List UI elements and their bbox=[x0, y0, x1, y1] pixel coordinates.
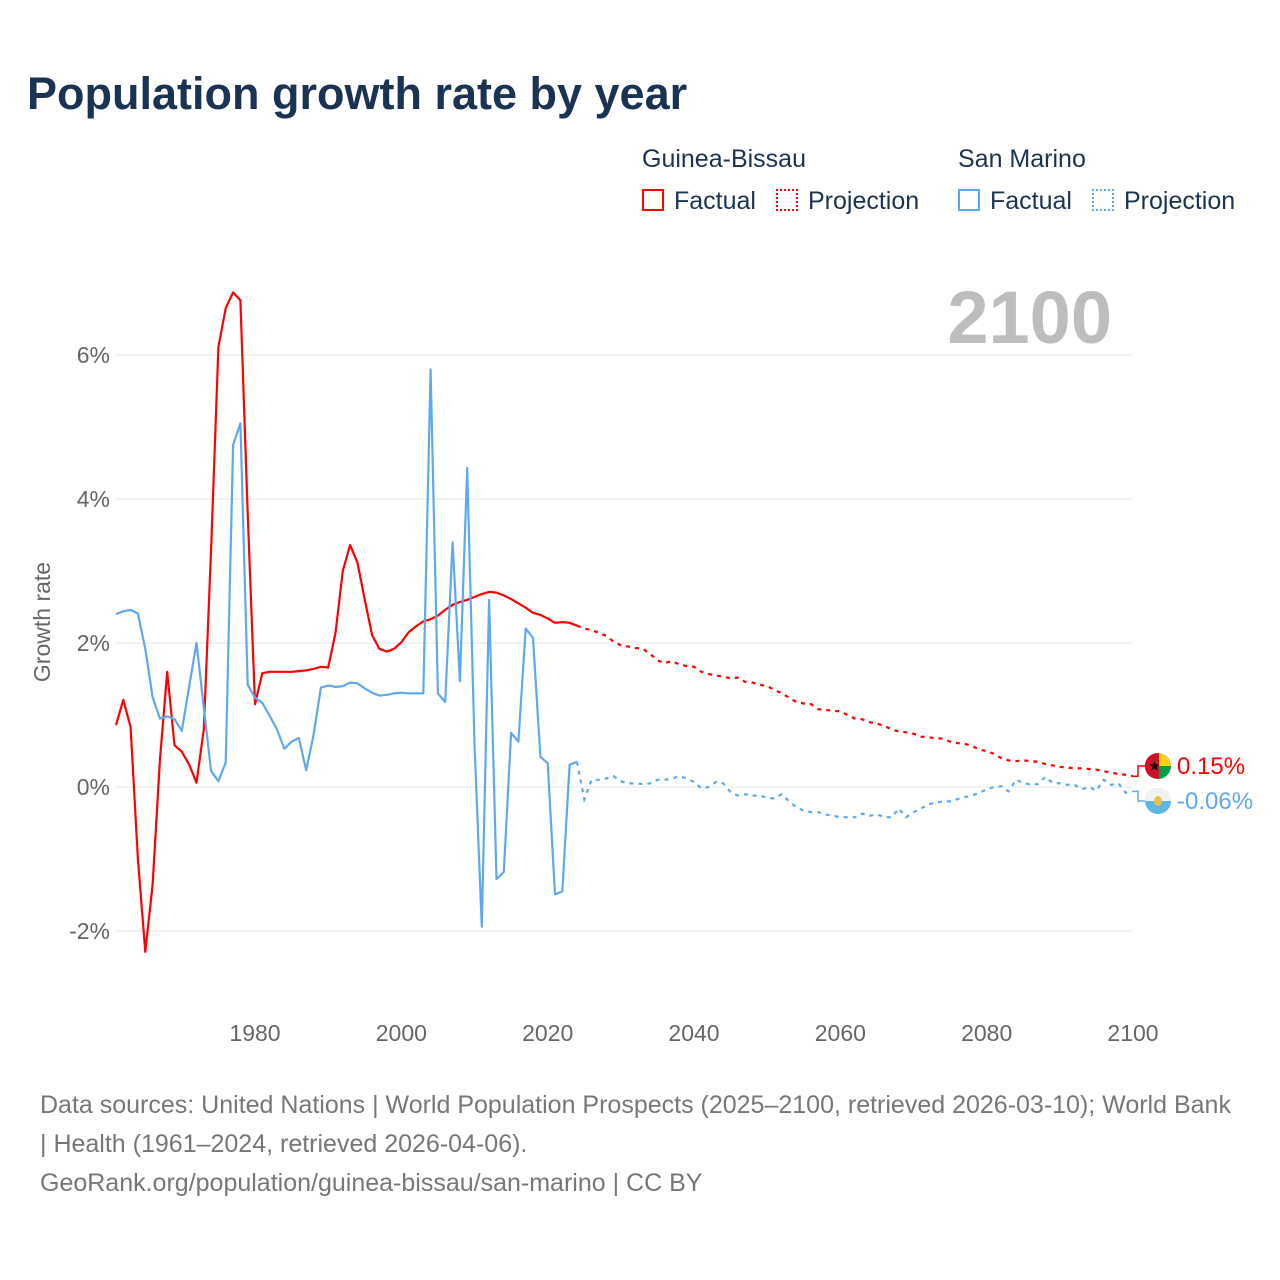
series-line-factual bbox=[115, 368, 578, 928]
year-display: 2100 bbox=[947, 276, 1112, 359]
coat-of-arms-icon bbox=[1154, 796, 1162, 806]
x-tick-label: 2020 bbox=[522, 1020, 573, 1046]
legend-swatch-projection bbox=[776, 189, 798, 211]
flag-white bbox=[1145, 788, 1171, 801]
x-tick-label: 2040 bbox=[668, 1020, 719, 1046]
source-link[interactable]: GeoRank.org/population/guinea-bissau/san… bbox=[40, 1169, 703, 1197]
y-tick-label: 6% bbox=[77, 342, 110, 368]
legend-item-projection[interactable]: Projection bbox=[808, 187, 920, 215]
chart: -2%0%2%4%6%1980 2000 2020 2040 2060 2080 2100 … bbox=[29, 276, 1253, 1046]
series-line-factual bbox=[114, 291, 578, 953]
y-tick-label: -2% bbox=[69, 918, 110, 944]
data-sources: Data sources: United Nations | World Pop… bbox=[40, 1091, 1231, 1158]
series-line-projection bbox=[575, 761, 1134, 819]
footer: Data sources: United Nations | World Pop… bbox=[40, 1086, 1240, 1203]
x-tick-label: 2100 bbox=[1107, 1020, 1158, 1046]
x-tick-label: 2080 bbox=[961, 1020, 1012, 1046]
y-axis-label: Growth rate bbox=[29, 562, 55, 682]
legend-swatch-projection bbox=[1092, 189, 1114, 211]
x-tick-label: 1980 bbox=[229, 1020, 280, 1046]
flag-yellow bbox=[1158, 753, 1171, 766]
x-tick-label: 2000 bbox=[376, 1020, 427, 1046]
legend-swatch-factual bbox=[958, 189, 980, 211]
y-tick-label: 2% bbox=[77, 630, 110, 656]
legend-item-factual[interactable]: Factual bbox=[990, 187, 1072, 215]
x-tick-label: 2060 bbox=[815, 1020, 866, 1046]
legend-item-projection[interactable]: Projection bbox=[1124, 187, 1236, 215]
san-marino-flag-icon bbox=[1145, 788, 1171, 814]
legend-swatch-factual bbox=[642, 189, 664, 211]
legend-group-title: San Marino bbox=[958, 145, 1086, 173]
end-connector bbox=[1133, 790, 1145, 802]
legend-item-factual[interactable]: Factual bbox=[674, 187, 756, 215]
y-tick-label: 0% bbox=[77, 774, 110, 800]
guinea-bissau-flag-icon bbox=[1144, 753, 1171, 779]
series-line-projection bbox=[576, 624, 1134, 778]
end-connector bbox=[1133, 765, 1145, 777]
end-value-label: -0.06% bbox=[1177, 788, 1253, 815]
legend-group-title: Guinea-Bissau bbox=[642, 145, 806, 173]
page-title: Population growth rate by year bbox=[27, 68, 688, 119]
star-icon bbox=[1149, 761, 1160, 771]
y-tick-label: 4% bbox=[77, 486, 110, 512]
end-value-label: 0.15% bbox=[1177, 753, 1245, 780]
